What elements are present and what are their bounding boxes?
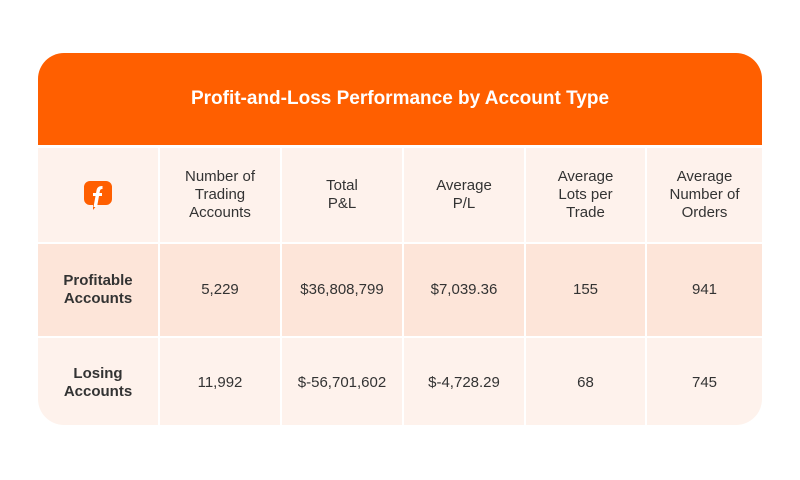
table-cell: 11,992 — [160, 338, 280, 425]
header-cell: Average P/L — [404, 148, 524, 242]
header-cell: Average Number of Orders — [647, 148, 762, 242]
table-cell: 941 — [647, 244, 762, 336]
table-cell: $-56,701,602 — [282, 338, 402, 425]
header-cell: Average Lots per Trade — [526, 148, 645, 242]
header-row: Number of Trading Accounts Total P&L Ave… — [38, 148, 762, 242]
logo-cell — [38, 148, 158, 242]
pnl-table-card: Profit-and-Loss Performance by Account T… — [38, 53, 762, 425]
row-label: Profitable Accounts — [38, 244, 158, 336]
table-cell: 745 — [647, 338, 762, 425]
header-cell: Number of Trading Accounts — [160, 148, 280, 242]
row-label: Losing Accounts — [38, 338, 158, 425]
header-cell: Total P&L — [282, 148, 402, 242]
table-cell: 155 — [526, 244, 645, 336]
table-row: Losing Accounts 11,992 $-56,701,602 $-4,… — [38, 338, 762, 425]
table-row: Profitable Accounts 5,229 $36,808,799 $7… — [38, 244, 762, 336]
table-cell: 68 — [526, 338, 645, 425]
table-cell: $36,808,799 — [282, 244, 402, 336]
table-cell: 5,229 — [160, 244, 280, 336]
table-cell: $-4,728.29 — [404, 338, 524, 425]
f-logo-icon — [84, 181, 112, 210]
table-title: Profit-and-Loss Performance by Account T… — [38, 53, 762, 145]
table-cell: $7,039.36 — [404, 244, 524, 336]
